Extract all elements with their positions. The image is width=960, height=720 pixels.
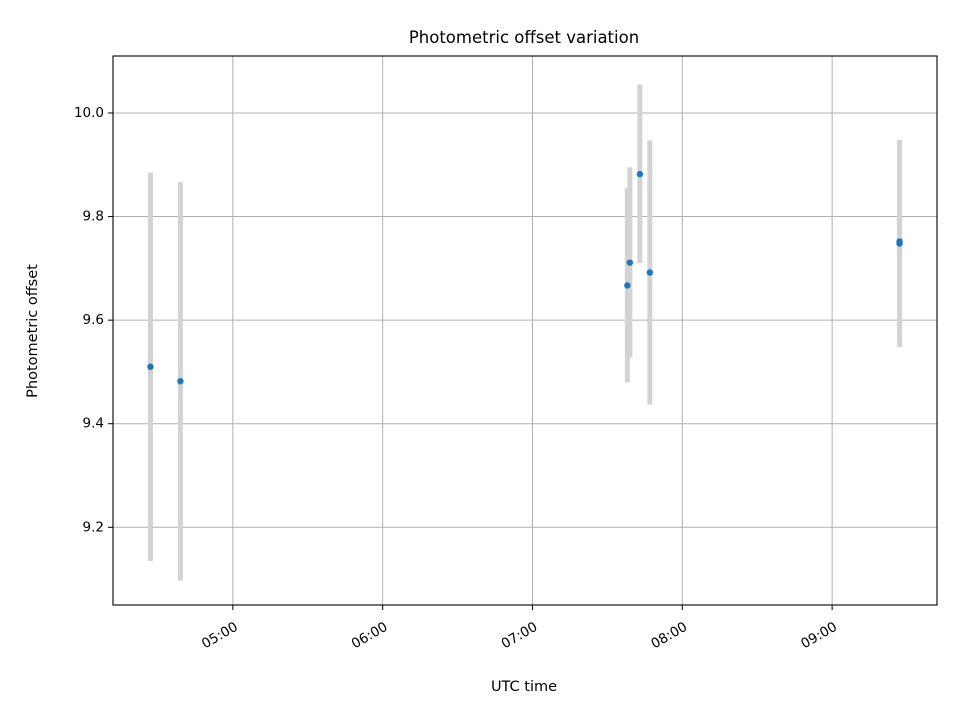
y-axis-ticks: 9.2 9.4 9.6 9.8 10.0 (74, 105, 113, 535)
data-point (896, 238, 903, 245)
data-point (177, 378, 184, 385)
data-point (646, 269, 654, 276)
y-axis-label: Photometric offset (25, 264, 41, 398)
grid (113, 56, 937, 605)
data-point (147, 363, 154, 370)
x-axis-label: UTC time (491, 679, 557, 695)
y-tick-label: 9.8 (83, 209, 104, 225)
data-point (626, 259, 634, 266)
plot-area-frame (112, 55, 938, 606)
data-points (147, 170, 903, 385)
y-tick-label: 10.0 (74, 105, 104, 121)
y-tick-label: 9.4 (83, 416, 104, 432)
chart-title: Photometric offset variation (409, 28, 639, 47)
data-point (624, 282, 631, 289)
data-point (636, 170, 644, 178)
y-tick-label: 9.2 (83, 519, 104, 535)
y-tick-label: 9.6 (83, 312, 104, 328)
